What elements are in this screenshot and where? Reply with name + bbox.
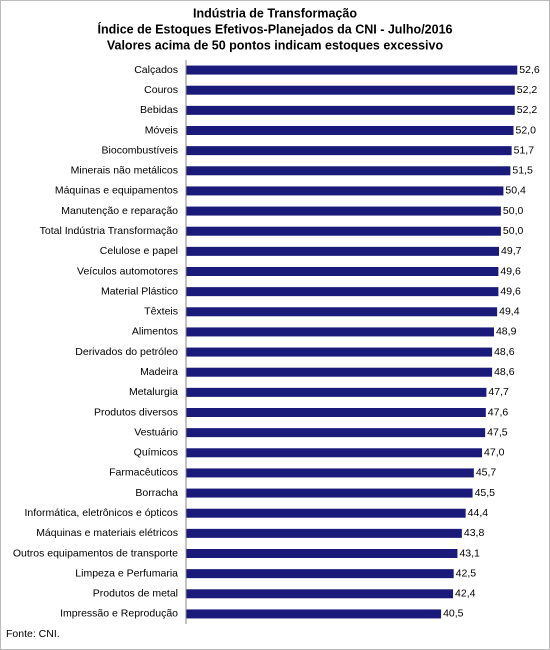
bar: [186, 609, 442, 619]
bar: [186, 226, 501, 236]
bar: [186, 246, 500, 256]
bar: [186, 206, 501, 216]
bar: [186, 569, 454, 579]
bar: [186, 428, 486, 438]
value-label: 48,9: [496, 326, 517, 338]
value-label: 42,4: [455, 588, 476, 600]
value-label: 50,0: [503, 205, 524, 217]
category-label: Manutenção e reparação: [61, 205, 178, 217]
chart-subtitle: Valores acima de 50 pontos indicam estoq…: [107, 38, 444, 52]
value-label: 47,6: [488, 406, 509, 418]
value-label: 49,6: [500, 285, 521, 297]
value-label: 45,7: [476, 467, 497, 479]
category-label: Limpeza e Perfumaria: [75, 567, 178, 579]
value-label: 47,7: [488, 386, 509, 398]
bar: [186, 186, 504, 196]
category-label: Produtos de metal: [93, 588, 178, 600]
category-label: Máquinas e equipamentos: [55, 185, 178, 197]
bar: [186, 146, 512, 156]
bar: [186, 468, 474, 478]
chart-subtitle: Índice de Estoques Efetivos-Planejados d…: [98, 21, 453, 36]
source-note: Fonte: CNI.: [6, 628, 60, 640]
category-label: Borracha: [135, 487, 178, 499]
category-label: Máquinas e materiais elétricos: [36, 527, 178, 539]
value-label: 43,1: [459, 547, 480, 559]
bar: [186, 126, 514, 135]
value-label: 44,4: [468, 507, 489, 519]
value-label: 48,6: [494, 346, 515, 358]
bar: [186, 387, 487, 397]
bar: [186, 166, 511, 176]
value-label: 47,5: [487, 426, 508, 438]
value-label: 43,8: [464, 527, 485, 539]
bar: [186, 267, 499, 276]
category-label: Alimentos: [132, 326, 178, 338]
chart-title: Indústria de Transformação: [193, 6, 357, 20]
category-label: Informática, eletrônicos e ópticos: [25, 507, 179, 519]
bar: [186, 65, 518, 75]
category-label: Couros: [144, 84, 178, 96]
value-label: 49,6: [500, 265, 521, 277]
value-label: 49,7: [501, 245, 522, 257]
bar: [186, 347, 493, 357]
category-label: Calçados: [134, 64, 178, 76]
category-label: Total Indústria Transformação: [40, 225, 178, 237]
value-label: 45,5: [475, 487, 496, 499]
category-label: Metalurgia: [129, 386, 178, 398]
category-label: Celulose e papel: [100, 245, 178, 257]
category-label: Material Plástico: [101, 285, 178, 297]
category-label: Madeira: [140, 366, 178, 378]
bar: [186, 408, 486, 417]
value-label: 50,0: [503, 225, 524, 237]
category-label: Impressão e Reprodução: [60, 608, 178, 620]
category-label: Minerais não metálicos: [71, 165, 178, 177]
value-label: 51,7: [514, 144, 535, 156]
category-label: Químicos: [134, 447, 178, 459]
bar: [186, 105, 515, 115]
value-label: 40,5: [443, 608, 464, 620]
value-label: 47,0: [484, 447, 505, 459]
bar: [186, 85, 515, 95]
bar: [186, 508, 466, 518]
value-label: 48,6: [494, 366, 515, 378]
category-label: Vestuário: [134, 426, 178, 438]
category-label: Produtos diversos: [94, 406, 178, 418]
category-label: Farmacêuticos: [109, 467, 178, 479]
value-label: 52,2: [517, 84, 538, 96]
category-label: Móveis: [145, 124, 178, 136]
bar: [186, 528, 462, 538]
bar: [186, 589, 454, 599]
value-label: 52,6: [519, 64, 540, 76]
value-label: 49,4: [499, 306, 520, 318]
bar: [186, 327, 494, 337]
bar: [186, 307, 498, 317]
category-label: Veículos automotores: [77, 265, 178, 277]
category-label: Biocombustíveis: [102, 144, 178, 156]
value-label: 52,0: [516, 124, 537, 136]
value-label: 51,5: [512, 165, 533, 177]
value-label: 42,5: [456, 567, 477, 579]
bar: [186, 549, 458, 558]
bar: [186, 367, 493, 377]
category-label: Têxteis: [144, 306, 178, 318]
bar: [186, 448, 483, 458]
category-label: Derivados do petróleo: [75, 346, 178, 358]
category-label: Outros equipamentos de transporte: [13, 547, 178, 559]
value-label: 50,4: [505, 185, 526, 197]
category-label: Bebidas: [140, 104, 178, 116]
value-label: 52,2: [517, 104, 538, 116]
bar: [186, 488, 473, 498]
bar: [186, 287, 499, 297]
